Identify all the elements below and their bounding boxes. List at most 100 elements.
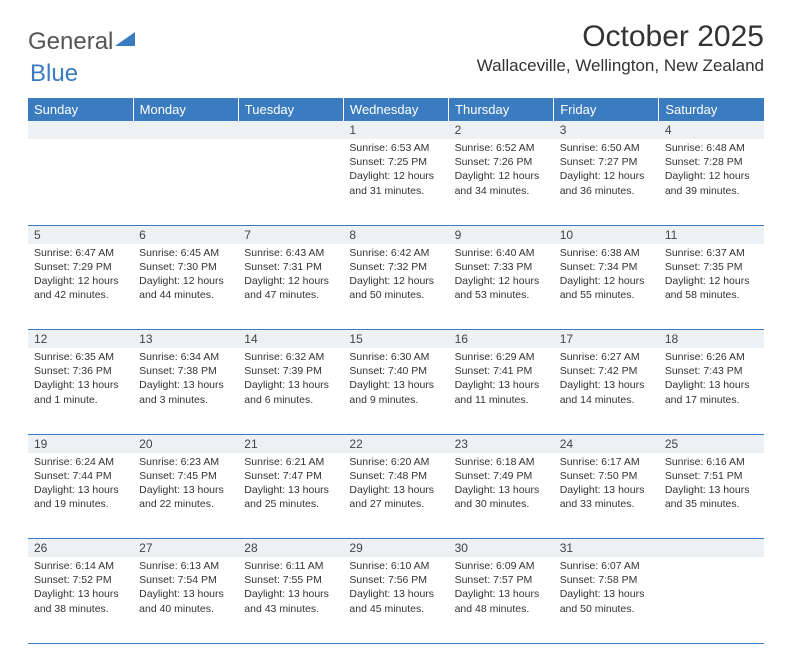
month-title: October 2025 (477, 20, 764, 54)
day-content-cell: Sunrise: 6:43 AMSunset: 7:31 PMDaylight:… (238, 244, 343, 330)
day-number-cell: 8 (343, 225, 448, 244)
day-content-cell: Sunrise: 6:24 AMSunset: 7:44 PMDaylight:… (28, 453, 133, 539)
day-number-cell: 15 (343, 330, 448, 349)
day-content-cell: Sunrise: 6:45 AMSunset: 7:30 PMDaylight:… (133, 244, 238, 330)
day-content-cell: Sunrise: 6:20 AMSunset: 7:48 PMDaylight:… (343, 453, 448, 539)
day-number-cell: 26 (28, 539, 133, 558)
day-content-cell: Sunrise: 6:17 AMSunset: 7:50 PMDaylight:… (554, 453, 659, 539)
day-number-cell: 5 (28, 225, 133, 244)
day-number-cell: 29 (343, 539, 448, 558)
day-number-cell: 1 (343, 121, 448, 139)
day-number-cell: 27 (133, 539, 238, 558)
day-number-cell: 3 (554, 121, 659, 139)
day-details: Sunrise: 6:18 AMSunset: 7:49 PMDaylight:… (449, 453, 554, 516)
day-details: Sunrise: 6:50 AMSunset: 7:27 PMDaylight:… (554, 139, 659, 202)
day-details: Sunrise: 6:09 AMSunset: 7:57 PMDaylight:… (449, 557, 554, 620)
day-content-cell: Sunrise: 6:52 AMSunset: 7:26 PMDaylight:… (449, 139, 554, 225)
day-number-cell: 18 (659, 330, 764, 349)
day-details: Sunrise: 6:45 AMSunset: 7:30 PMDaylight:… (133, 244, 238, 307)
day-content-cell (659, 557, 764, 643)
day-content-cell: Sunrise: 6:48 AMSunset: 7:28 PMDaylight:… (659, 139, 764, 225)
day-content-cell: Sunrise: 6:14 AMSunset: 7:52 PMDaylight:… (28, 557, 133, 643)
day-details: Sunrise: 6:14 AMSunset: 7:52 PMDaylight:… (28, 557, 133, 620)
day-content-row: Sunrise: 6:53 AMSunset: 7:25 PMDaylight:… (28, 139, 764, 225)
day-content-row: Sunrise: 6:24 AMSunset: 7:44 PMDaylight:… (28, 453, 764, 539)
day-details: Sunrise: 6:43 AMSunset: 7:31 PMDaylight:… (238, 244, 343, 307)
day-content-cell: Sunrise: 6:40 AMSunset: 7:33 PMDaylight:… (449, 244, 554, 330)
day-content-cell: Sunrise: 6:23 AMSunset: 7:45 PMDaylight:… (133, 453, 238, 539)
weekday-header: Monday (133, 98, 238, 121)
weekday-header: Saturday (659, 98, 764, 121)
day-number-cell: 22 (343, 434, 448, 453)
brand-part1: General (28, 28, 113, 56)
day-number-cell: 28 (238, 539, 343, 558)
day-number-cell: 25 (659, 434, 764, 453)
day-details: Sunrise: 6:16 AMSunset: 7:51 PMDaylight:… (659, 453, 764, 516)
day-content-row: Sunrise: 6:14 AMSunset: 7:52 PMDaylight:… (28, 557, 764, 643)
day-content-cell: Sunrise: 6:09 AMSunset: 7:57 PMDaylight:… (449, 557, 554, 643)
day-content-cell: Sunrise: 6:13 AMSunset: 7:54 PMDaylight:… (133, 557, 238, 643)
day-content-cell: Sunrise: 6:29 AMSunset: 7:41 PMDaylight:… (449, 348, 554, 434)
day-details: Sunrise: 6:11 AMSunset: 7:55 PMDaylight:… (238, 557, 343, 620)
brand-logo: General (28, 28, 139, 56)
day-details: Sunrise: 6:47 AMSunset: 7:29 PMDaylight:… (28, 244, 133, 307)
day-number-cell (659, 539, 764, 558)
day-number-row: 19202122232425 (28, 434, 764, 453)
day-number-cell (238, 121, 343, 139)
brand-part2: Blue (30, 60, 78, 87)
day-details: Sunrise: 6:32 AMSunset: 7:39 PMDaylight:… (238, 348, 343, 411)
day-number-cell: 30 (449, 539, 554, 558)
day-number-cell: 11 (659, 225, 764, 244)
day-details: Sunrise: 6:48 AMSunset: 7:28 PMDaylight:… (659, 139, 764, 202)
day-content-cell: Sunrise: 6:11 AMSunset: 7:55 PMDaylight:… (238, 557, 343, 643)
day-number-row: 12131415161718 (28, 330, 764, 349)
weekday-header: Sunday (28, 98, 133, 121)
day-number-cell: 13 (133, 330, 238, 349)
day-details: Sunrise: 6:34 AMSunset: 7:38 PMDaylight:… (133, 348, 238, 411)
day-details: Sunrise: 6:23 AMSunset: 7:45 PMDaylight:… (133, 453, 238, 516)
day-content-row: Sunrise: 6:47 AMSunset: 7:29 PMDaylight:… (28, 244, 764, 330)
day-content-cell: Sunrise: 6:47 AMSunset: 7:29 PMDaylight:… (28, 244, 133, 330)
day-details: Sunrise: 6:30 AMSunset: 7:40 PMDaylight:… (343, 348, 448, 411)
day-number-cell: 4 (659, 121, 764, 139)
day-number-cell: 2 (449, 121, 554, 139)
day-content-cell: Sunrise: 6:27 AMSunset: 7:42 PMDaylight:… (554, 348, 659, 434)
calendar-table: SundayMondayTuesdayWednesdayThursdayFrid… (28, 98, 764, 644)
day-number-cell (28, 121, 133, 139)
day-content-cell: Sunrise: 6:50 AMSunset: 7:27 PMDaylight:… (554, 139, 659, 225)
day-number-cell: 7 (238, 225, 343, 244)
day-content-cell (28, 139, 133, 225)
day-number-cell: 24 (554, 434, 659, 453)
day-details: Sunrise: 6:13 AMSunset: 7:54 PMDaylight:… (133, 557, 238, 620)
day-number-cell: 17 (554, 330, 659, 349)
day-details: Sunrise: 6:37 AMSunset: 7:35 PMDaylight:… (659, 244, 764, 307)
day-content-cell: Sunrise: 6:42 AMSunset: 7:32 PMDaylight:… (343, 244, 448, 330)
day-details: Sunrise: 6:42 AMSunset: 7:32 PMDaylight:… (343, 244, 448, 307)
day-content-cell: Sunrise: 6:38 AMSunset: 7:34 PMDaylight:… (554, 244, 659, 330)
location: Wallaceville, Wellington, New Zealand (477, 56, 764, 76)
day-content-cell: Sunrise: 6:35 AMSunset: 7:36 PMDaylight:… (28, 348, 133, 434)
weekday-header: Thursday (449, 98, 554, 121)
day-details: Sunrise: 6:40 AMSunset: 7:33 PMDaylight:… (449, 244, 554, 307)
day-content-cell: Sunrise: 6:34 AMSunset: 7:38 PMDaylight:… (133, 348, 238, 434)
day-content-cell: Sunrise: 6:53 AMSunset: 7:25 PMDaylight:… (343, 139, 448, 225)
day-content-cell: Sunrise: 6:32 AMSunset: 7:39 PMDaylight:… (238, 348, 343, 434)
day-number-cell: 21 (238, 434, 343, 453)
day-content-cell: Sunrise: 6:26 AMSunset: 7:43 PMDaylight:… (659, 348, 764, 434)
day-number-row: 262728293031 (28, 539, 764, 558)
day-details: Sunrise: 6:29 AMSunset: 7:41 PMDaylight:… (449, 348, 554, 411)
day-content-cell: Sunrise: 6:07 AMSunset: 7:58 PMDaylight:… (554, 557, 659, 643)
day-number-cell: 14 (238, 330, 343, 349)
weekday-header: Tuesday (238, 98, 343, 121)
day-details: Sunrise: 6:35 AMSunset: 7:36 PMDaylight:… (28, 348, 133, 411)
day-details: Sunrise: 6:24 AMSunset: 7:44 PMDaylight:… (28, 453, 133, 516)
day-number-cell: 6 (133, 225, 238, 244)
day-details: Sunrise: 6:20 AMSunset: 7:48 PMDaylight:… (343, 453, 448, 516)
day-details: Sunrise: 6:10 AMSunset: 7:56 PMDaylight:… (343, 557, 448, 620)
day-content-cell: Sunrise: 6:10 AMSunset: 7:56 PMDaylight:… (343, 557, 448, 643)
day-number-cell: 23 (449, 434, 554, 453)
day-content-cell: Sunrise: 6:16 AMSunset: 7:51 PMDaylight:… (659, 453, 764, 539)
day-details: Sunrise: 6:21 AMSunset: 7:47 PMDaylight:… (238, 453, 343, 516)
day-details: Sunrise: 6:17 AMSunset: 7:50 PMDaylight:… (554, 453, 659, 516)
day-number-cell: 10 (554, 225, 659, 244)
